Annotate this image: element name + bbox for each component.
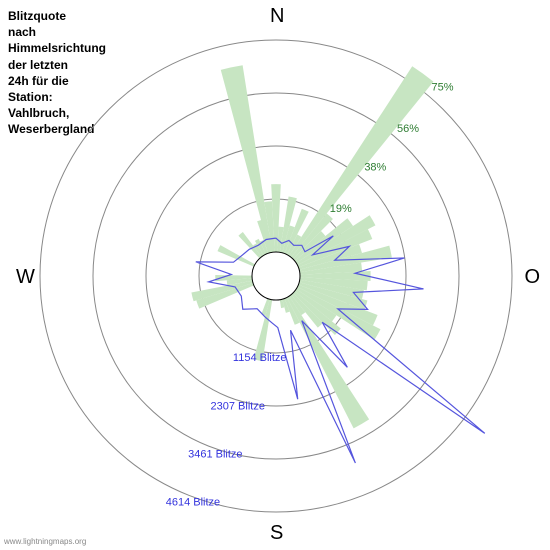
compass-north: N	[270, 5, 284, 28]
compass-east: O	[524, 266, 540, 289]
attribution-text: www.lightningmaps.org	[4, 537, 86, 546]
svg-text:4614 Blitze: 4614 Blitze	[166, 496, 220, 508]
svg-text:19%: 19%	[330, 203, 352, 215]
compass-west: W	[16, 266, 35, 289]
svg-text:1154 Blitze: 1154 Blitze	[233, 352, 287, 364]
svg-text:2307 Blitze: 2307 Blitze	[211, 400, 265, 412]
svg-text:75%: 75%	[432, 82, 454, 94]
svg-text:56%: 56%	[397, 123, 419, 135]
compass-south: S	[270, 522, 283, 545]
polar-chart: 19% 38% 56% 75% 1154 Blitze 2307 Blitze 3461 …	[0, 0, 550, 550]
svg-text:3461 Blitze: 3461 Blitze	[188, 448, 242, 460]
svg-text:38%: 38%	[364, 162, 386, 174]
